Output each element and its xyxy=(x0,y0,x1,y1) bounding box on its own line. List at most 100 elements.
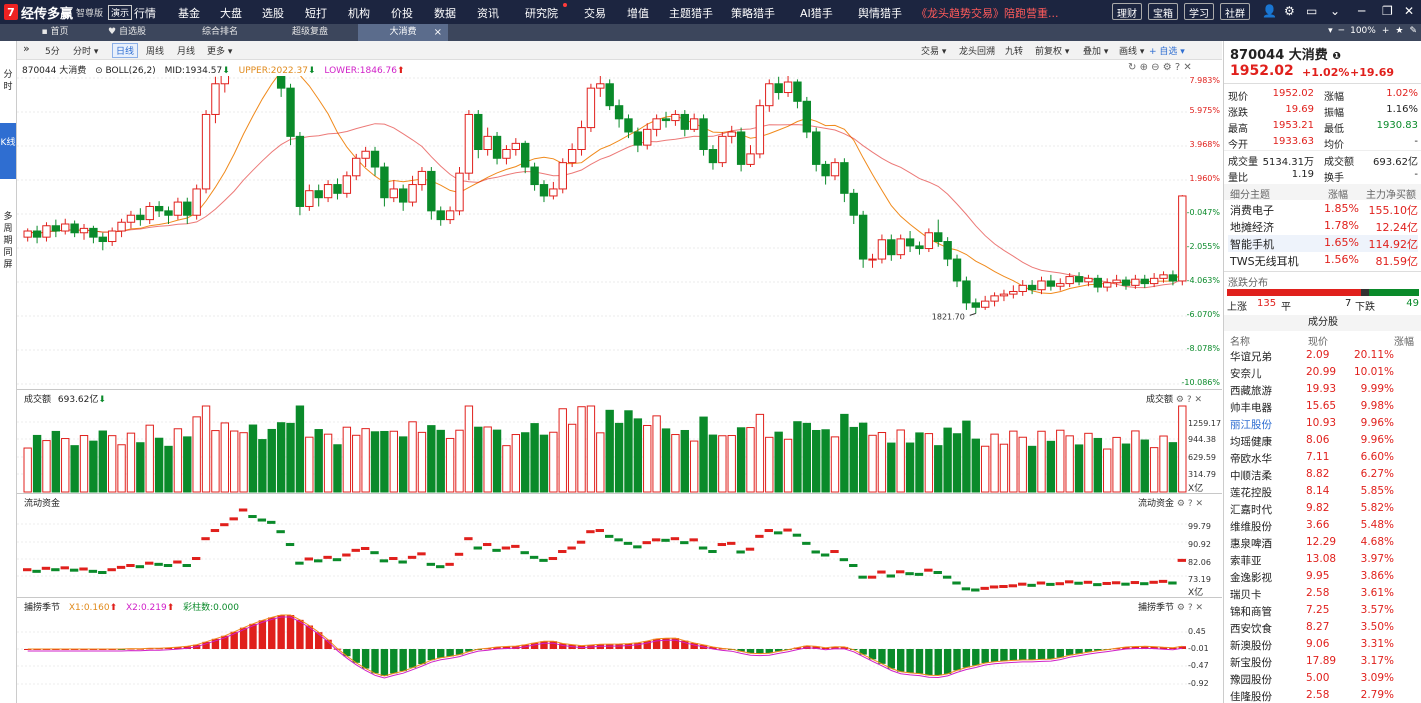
expand-icon[interactable]: » xyxy=(23,42,30,55)
trade-menu[interactable]: 交易 ▾ xyxy=(921,47,947,57)
minus-icon[interactable]: ⊖ xyxy=(1151,62,1160,73)
constituent-row[interactable]: 华谊兄弟 2.09 20.11% xyxy=(1228,348,1418,365)
close-tab-icon[interactable]: × xyxy=(433,27,442,38)
constituent-row[interactable]: 中顺洁柔 8.82 6.27% xyxy=(1228,467,1418,484)
draw-line-menu[interactable]: 画线 ▾ xyxy=(1119,47,1145,57)
close-icon[interactable]: ✕ xyxy=(1195,603,1204,613)
tab-ranking[interactable]: 综合排名 xyxy=(165,24,275,41)
nav-market[interactable]: 行情 xyxy=(134,7,156,20)
constituent-row[interactable]: 莲花控股 8.14 5.85% xyxy=(1228,484,1418,501)
nav-news[interactable]: 资讯 xyxy=(477,7,499,20)
sidebar-item-timeshare[interactable]: 分时 xyxy=(3,70,13,92)
zoom-out-icon[interactable]: ─ xyxy=(1338,26,1345,36)
plus-icon[interactable]: ⊕ xyxy=(1139,62,1148,73)
tab-consumer[interactable]: 大消费 × xyxy=(358,24,448,41)
nav-promo-link[interactable]: 《龙头趋势交易》陪跑营重... xyxy=(916,7,1059,20)
constituent-row[interactable]: 索菲亚 13.08 3.97% xyxy=(1228,552,1418,569)
help-icon[interactable]: ? xyxy=(1174,62,1181,73)
constituent-row[interactable]: 西安饮食 8.27 3.50% xyxy=(1228,620,1418,637)
industry-row[interactable]: 智能手机 1.65% 114.92亿 xyxy=(1228,235,1418,252)
capital-flow-chart[interactable] xyxy=(17,506,1222,598)
nav-stock-picking[interactable]: 选股 xyxy=(262,7,284,20)
settings-icon[interactable]: ⚙ xyxy=(1162,62,1172,73)
gear-icon[interactable]: ⚙ xyxy=(1284,4,1295,18)
user-icon[interactable]: 👤 xyxy=(1262,4,1277,18)
nav-research[interactable]: 研究院 xyxy=(525,7,558,20)
industry-row[interactable]: 地摊经济 1.78% 12.24亿 xyxy=(1228,218,1418,235)
constituent-row[interactable]: 丽江股份 10.93 9.96% xyxy=(1228,416,1418,433)
overlay-menu[interactable]: 叠加 ▾ xyxy=(1083,47,1109,57)
volume-chart[interactable] xyxy=(17,404,1222,496)
nine-turn-button[interactable]: 九转 xyxy=(1005,47,1024,57)
sidebar-item-kline[interactable]: K线 xyxy=(0,123,16,179)
constituent-row[interactable]: 锦和商管 7.25 3.57% xyxy=(1228,603,1418,620)
constituent-row[interactable]: 新宝股份 17.89 3.17% xyxy=(1228,654,1418,671)
industry-row[interactable]: TWS无线耳机 1.56% 81.59亿 xyxy=(1228,252,1418,269)
settings-icon[interactable]: ⚙ xyxy=(1176,603,1185,613)
help-icon[interactable]: ? xyxy=(1187,603,1193,613)
nav-value[interactable]: 价投 xyxy=(391,7,413,20)
help-icon[interactable]: ? xyxy=(1187,499,1193,509)
nav-sentiment-hunter[interactable]: 舆情猎手 xyxy=(858,7,902,20)
minimize-icon[interactable]: ─ xyxy=(1358,4,1366,18)
nav-ai-hunter[interactable]: AI猎手 xyxy=(800,7,833,20)
window-layout-icon[interactable]: ▭ xyxy=(1306,4,1318,18)
demo-badge[interactable]: 演示 xyxy=(108,4,133,20)
help-icon[interactable]: ? xyxy=(1186,395,1192,405)
tab-watchlist[interactable]: ♥ 自选股 xyxy=(72,24,182,41)
nav-index[interactable]: 大盘 xyxy=(220,7,242,20)
adjust-menu[interactable]: 前复权 ▾ xyxy=(1035,47,1070,57)
close-icon[interactable]: ✕ xyxy=(1194,395,1203,405)
leader-backtrack-button[interactable]: 龙头回溯 xyxy=(959,47,996,57)
period-more[interactable]: 更多 ▾ xyxy=(207,47,233,57)
period-daily[interactable]: 日线 xyxy=(112,43,139,58)
star-icon[interactable]: ★ xyxy=(1395,26,1404,36)
constituents-list[interactable]: 华谊兄弟 2.09 20.11% 安奈儿 20.99 10.01% 西藏旅游 19.93 9.9… xyxy=(1224,348,1421,703)
constituent-row[interactable]: 佳隆股份 2.58 2.79% xyxy=(1228,688,1418,703)
constituent-row[interactable]: 汇嘉时代 9.82 5.82% xyxy=(1228,501,1418,518)
close-icon[interactable]: ✕ xyxy=(1183,62,1192,73)
constituent-row[interactable]: 均瑶健康 8.06 9.96% xyxy=(1228,433,1418,450)
nav-fund[interactable]: 基金 xyxy=(178,7,200,20)
refresh-icon[interactable]: ↻ xyxy=(1128,62,1137,73)
constituent-row[interactable]: 豫园股份 5.00 3.09% xyxy=(1228,671,1418,688)
constituent-row[interactable]: 西藏旅游 19.93 9.99% xyxy=(1228,382,1418,399)
constituent-row[interactable]: 帅丰电器 15.65 9.98% xyxy=(1228,399,1418,416)
close-icon[interactable]: ✕ xyxy=(1404,4,1415,18)
community-button[interactable]: 社群 xyxy=(1220,3,1250,20)
chevron-down-icon[interactable]: ⌄ xyxy=(1330,4,1341,18)
restore-icon[interactable]: ❐ xyxy=(1382,4,1393,18)
candlestick-chart[interactable]: 2168.071821.70 xyxy=(17,76,1222,388)
info-icon[interactable]: ❶ xyxy=(1332,51,1341,62)
season-oscillator-chart[interactable] xyxy=(17,611,1222,703)
constituent-row[interactable]: 惠泉啤酒 12.29 4.68% xyxy=(1228,535,1418,552)
constituent-row[interactable]: 安奈儿 20.99 10.01% xyxy=(1228,365,1418,382)
period-5min[interactable]: 5分 xyxy=(45,47,60,57)
nav-theme-hunter[interactable]: 主题猎手 xyxy=(669,7,713,20)
tab-replay[interactable]: 超级复盘 xyxy=(255,24,365,41)
industry-row[interactable]: 消费电子 1.85% 155.10亿 xyxy=(1228,201,1418,218)
period-weekly[interactable]: 周线 xyxy=(146,47,165,57)
indicator-select[interactable]: ⊙ BOLL(26,2) xyxy=(95,66,156,76)
dropdown-icon[interactable]: ▾ xyxy=(1328,26,1333,36)
learn-button[interactable]: 学习 xyxy=(1184,3,1214,20)
pen-icon[interactable]: ✎ xyxy=(1409,26,1417,36)
constituent-row[interactable]: 新澳股份 9.06 3.31% xyxy=(1228,637,1418,654)
zoom-in-icon[interactable]: + xyxy=(1381,26,1390,36)
add-watchlist-button[interactable]: + 自选 ▾ xyxy=(1149,47,1185,57)
period-monthly[interactable]: 月线 xyxy=(177,47,196,57)
nav-trade[interactable]: 交易 xyxy=(584,7,606,20)
treasure-button[interactable]: 宝箱 xyxy=(1148,3,1178,20)
sidebar-item-multi-period[interactable]: 多周期同屏 xyxy=(3,212,13,270)
nav-data[interactable]: 数据 xyxy=(434,7,456,20)
nav-strategy-hunter[interactable]: 策略猎手 xyxy=(731,7,775,20)
constituent-row[interactable]: 帝欧水华 7.11 6.60% xyxy=(1228,450,1418,467)
constituent-row[interactable]: 金逸影视 9.95 3.86% xyxy=(1228,569,1418,586)
period-timeshare[interactable]: 分时 ▾ xyxy=(73,47,99,57)
nav-value-added[interactable]: 增值 xyxy=(627,7,649,20)
wealth-button[interactable]: 理财 xyxy=(1112,3,1142,20)
tab-home[interactable]: ▪ 首页 xyxy=(0,24,110,41)
constituent-row[interactable]: 瑞贝卡 2.58 3.61% xyxy=(1228,586,1418,603)
close-icon[interactable]: ✕ xyxy=(1195,499,1204,509)
settings-icon[interactable]: ⚙ xyxy=(1175,395,1184,405)
